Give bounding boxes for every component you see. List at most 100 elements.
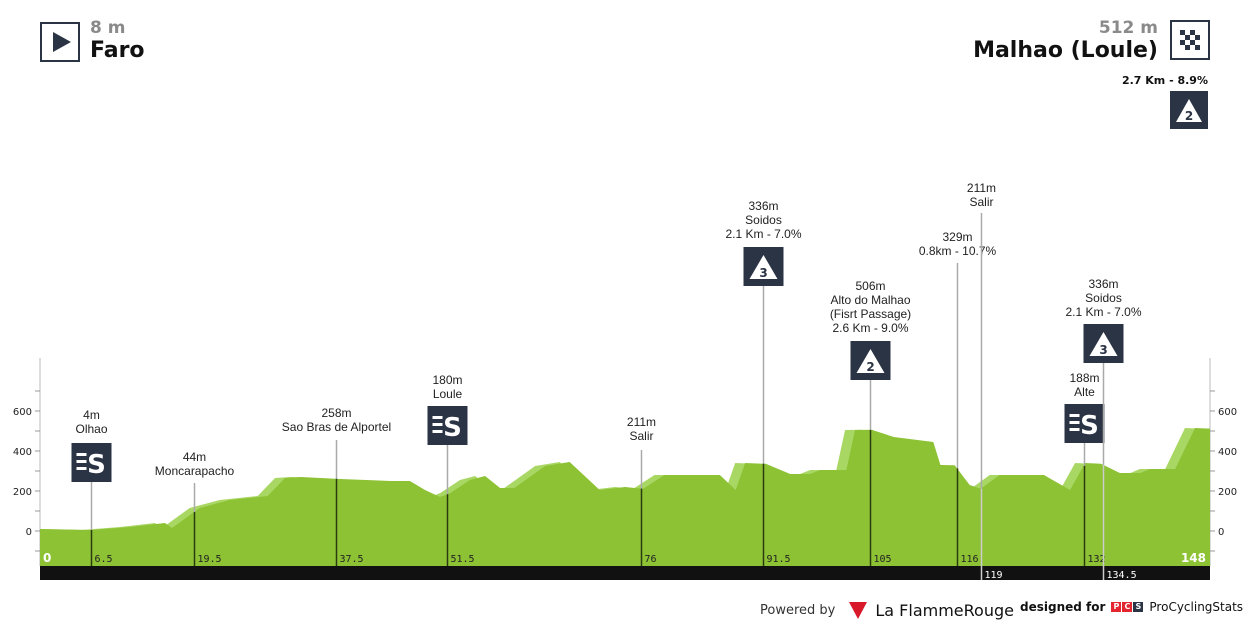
sprint-icon-glyph: S xyxy=(1080,411,1099,441)
marker-label-line: 258m xyxy=(321,406,351,420)
km-label: 76 xyxy=(645,554,657,565)
km-label: 105 xyxy=(874,554,892,565)
sprint-icon-stripe xyxy=(432,423,443,426)
marker-label-line: Olhao xyxy=(75,422,107,436)
y-tick-label: 600 xyxy=(13,407,32,418)
sprint-icon-stripe xyxy=(1069,421,1080,424)
sprint-icon-stripe xyxy=(76,453,87,456)
km-label: 91.5 xyxy=(767,554,791,565)
finish-altitude: 512 m xyxy=(1098,18,1158,38)
pcs-letter: S xyxy=(1133,602,1144,612)
y-tick-label: 400 xyxy=(1218,447,1237,458)
sprint-icon-glyph: S xyxy=(87,450,106,480)
mountain-icon xyxy=(856,349,885,373)
y-tick-label: 200 xyxy=(1218,487,1237,498)
distance-bar xyxy=(40,566,1210,580)
climb-category: 3 xyxy=(1099,343,1107,357)
flamme-rouge-logo-icon xyxy=(849,602,868,619)
flamme-rouge-name: La FlammeRouge xyxy=(875,600,1014,620)
pcs-logo-icon: P C S xyxy=(1111,602,1144,612)
mountain-icon xyxy=(1176,99,1202,122)
start-play-icon xyxy=(40,22,80,62)
y-tick-label: 400 xyxy=(13,447,32,458)
km-label-start: 0 xyxy=(43,551,51,565)
y-tick-label: 600 xyxy=(1218,407,1237,418)
marker-label-line: 188m xyxy=(1069,371,1099,385)
marker-label-line: 4m xyxy=(83,408,100,422)
finish-climb-info: 2.7 Km - 8.9% xyxy=(1121,74,1208,87)
start-altitude: 8 m xyxy=(90,18,126,38)
y-tick-label: 0 xyxy=(26,527,32,538)
marker-label-line: 2.6 Km - 9.0% xyxy=(832,321,908,335)
designed-for-label: designed for xyxy=(1020,600,1106,614)
marker-label-line: 336m xyxy=(1088,277,1118,291)
km-label: 19.5 xyxy=(198,554,222,565)
marker-label-line: 0.8km - 10.7% xyxy=(919,244,997,258)
km-label: 132 xyxy=(1088,554,1106,565)
marker-label-line: 329m xyxy=(942,230,972,244)
km-label: 51.5 xyxy=(451,554,475,565)
km-label: 119 xyxy=(985,570,1003,581)
marker-label-line: 2.1 Km - 7.0% xyxy=(725,227,801,241)
climb-category: 2 xyxy=(1185,109,1193,123)
powered-by-label: Powered by xyxy=(760,602,836,618)
marker-label-line: 44m xyxy=(183,450,206,464)
km-label: 116 xyxy=(961,554,979,565)
sprint-icon-glyph: S xyxy=(443,413,462,443)
climb-category: 2 xyxy=(866,360,874,374)
km-label: 37.5 xyxy=(340,554,364,565)
sprint-icon-stripe xyxy=(76,460,87,463)
km-label: 134.5 xyxy=(1107,570,1137,581)
marker-label-line: Sao Bras de Alportel xyxy=(282,420,391,434)
marker-label-line: 2.1 Km - 7.0% xyxy=(1065,305,1141,319)
finish-climb-category-icon: 2 xyxy=(1170,91,1208,129)
marker-label-line: Soidos xyxy=(1085,291,1122,305)
km-label: 6.5 xyxy=(95,554,113,565)
pcs-letter: C xyxy=(1122,602,1133,612)
y-tick-label: 0 xyxy=(1218,527,1224,538)
marker-label-line: Soidos xyxy=(745,213,782,227)
finish-city: Malhao (Loule) xyxy=(973,38,1158,63)
sprint-icon-stripe xyxy=(432,430,443,433)
marker-label-line: 506m xyxy=(855,279,885,293)
climb-category: 3 xyxy=(759,266,767,280)
pcs-name: ProCyclingStats xyxy=(1149,600,1244,614)
marker-label-line: Moncarapacho xyxy=(155,464,235,478)
marker-label-line: Alte xyxy=(1074,385,1095,399)
profile-area xyxy=(40,428,1210,566)
marker-label-line: 211m xyxy=(627,415,656,429)
sprint-icon-stripe xyxy=(1069,428,1080,431)
marker-label-line: Loule xyxy=(433,387,463,401)
sprint-icon-stripe xyxy=(76,467,87,470)
km-label-finish: 148 xyxy=(1181,551,1206,565)
marker-label-line: Salir xyxy=(629,429,653,443)
marker-label-line: Alto do Malhao xyxy=(830,293,910,307)
mountain-icon xyxy=(1089,332,1118,356)
checkered-flag-icon xyxy=(1170,20,1210,60)
sprint-icon-stripe xyxy=(1069,414,1080,417)
marker-label-line: Salir xyxy=(969,195,993,209)
marker-label-line: 180m xyxy=(432,373,462,387)
sprint-icon-stripe xyxy=(432,416,443,419)
y-tick-label: 200 xyxy=(13,487,32,498)
marker-label-line: 336m xyxy=(748,199,778,213)
start-city: Faro xyxy=(90,38,145,63)
marker-label-line: (Fisrt Passage) xyxy=(830,307,911,321)
mountain-icon xyxy=(749,255,778,279)
designed-for: designed for P C S ProCyclingStats xyxy=(1020,600,1243,614)
powered-by: Powered by La FlammeRouge xyxy=(760,600,1014,620)
marker-label-line: 211m xyxy=(967,181,996,195)
pcs-letter: P xyxy=(1111,602,1122,612)
